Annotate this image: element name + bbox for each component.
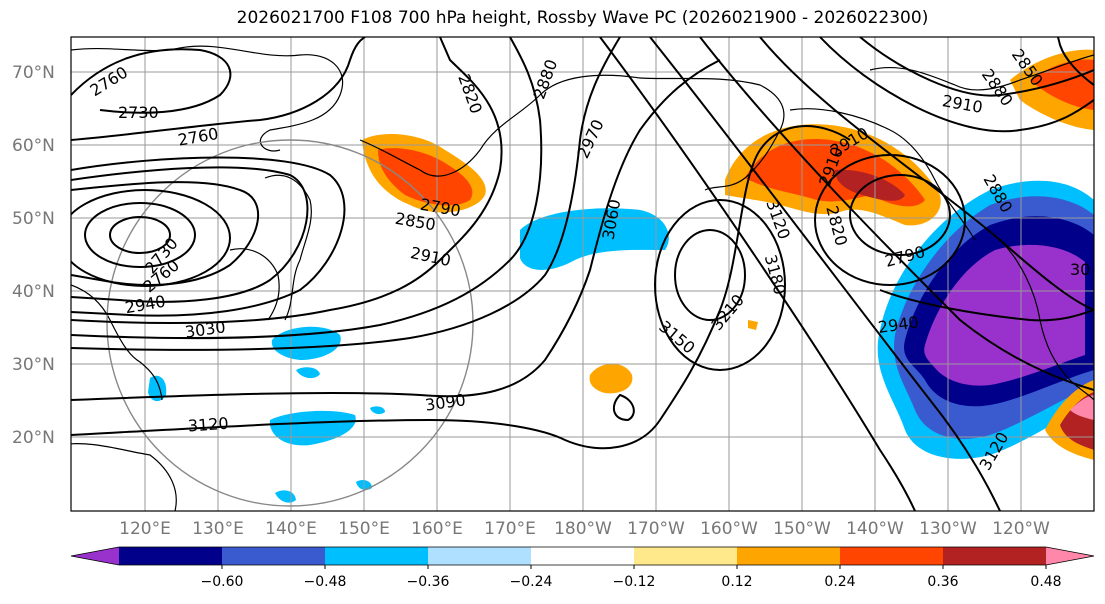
colorbar-segment — [943, 547, 1047, 565]
lon-label: 170°E — [484, 519, 536, 539]
colorbar-tick-label: 0.36 — [927, 574, 958, 590]
map-frame — [70, 36, 1095, 512]
lat-label: 20°N — [12, 428, 55, 448]
height-contours — [71, 37, 1094, 511]
lat-label: 60°N — [12, 136, 55, 156]
lon-label: 150°W — [773, 519, 831, 539]
colorbar-segment — [531, 547, 635, 565]
lon-label: 150°E — [338, 519, 390, 539]
colorbar-segment — [325, 547, 429, 565]
lon-label: 130°E — [192, 519, 244, 539]
lon-label: 140°W — [846, 519, 904, 539]
colorbar-segment — [428, 547, 532, 565]
colorbar-segment — [840, 547, 944, 565]
colorbar-tick-label: 0.12 — [721, 574, 752, 590]
lon-label: 140°E — [265, 519, 317, 539]
lon-label: 120°W — [992, 519, 1050, 539]
colorbar-tick-label: 0.48 — [1030, 574, 1061, 590]
contour-label: 3120 — [187, 414, 229, 436]
colorbar-segment — [119, 547, 223, 565]
map-title: 2026021700 F108 700 hPa height, Rossby W… — [236, 8, 929, 28]
latitude-labels: 70°N 60°N 50°N 40°N 30°N 20°N — [12, 63, 55, 448]
contour-label: 30 — [1070, 260, 1090, 279]
negative-anomaly-central-pacific — [520, 208, 669, 270]
lon-label: 170°W — [627, 519, 685, 539]
colorbar-tick-label: −0.60 — [201, 574, 244, 590]
colorbar: −0.60 −0.48 −0.36 −0.24 −0.12 0.12 0.24 0.36 0.4… — [70, 546, 1095, 590]
colorbar-extension-high — [1046, 547, 1094, 565]
range-circle — [106, 139, 474, 507]
colorbar-outline — [70, 546, 1095, 566]
colorbar-tick-label: −0.48 — [304, 574, 347, 590]
lat-label: 70°N — [12, 63, 55, 83]
lon-label: 120°E — [119, 519, 171, 539]
colorbar-tick-label: 0.24 — [824, 574, 855, 590]
colorbar-tick-label: −0.24 — [510, 574, 553, 590]
contour-label: 2730 — [118, 103, 159, 122]
lon-label: 180°W — [554, 519, 612, 539]
colorbar-segment — [634, 547, 738, 565]
colorbar-segment — [737, 547, 841, 565]
lat-label: 30°N — [12, 355, 55, 375]
anomaly-shading — [148, 49, 1094, 503]
lon-label: 160°E — [411, 519, 463, 539]
colorbar-tick-label: −0.36 — [407, 574, 450, 590]
longitude-labels: 120°E 130°E 140°E 150°E 160°E 170°E 180°… — [119, 519, 1050, 539]
colorbar-tick-label: −0.12 — [613, 574, 656, 590]
colorbar-segment — [222, 547, 326, 565]
lat-label: 50°N — [12, 209, 55, 229]
lon-label: 160°W — [700, 519, 758, 539]
colorbar-extension-low — [71, 547, 119, 565]
lon-label: 130°W — [919, 519, 977, 539]
lat-label: 40°N — [12, 282, 55, 302]
